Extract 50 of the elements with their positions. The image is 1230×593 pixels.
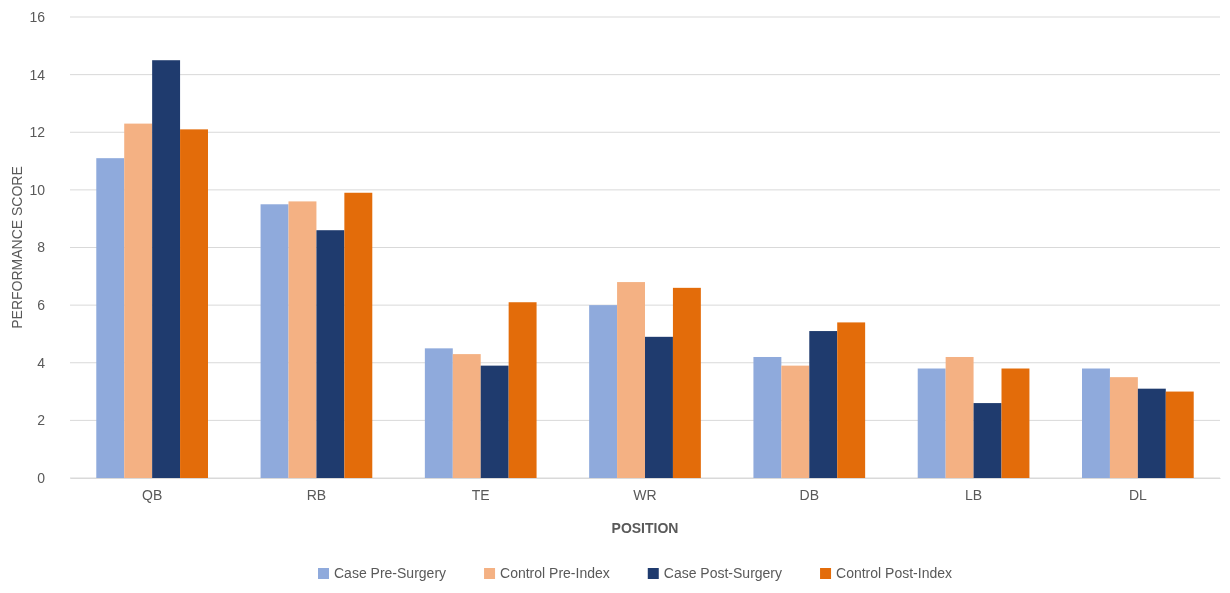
bar — [617, 282, 645, 478]
bar — [1109, 377, 1138, 478]
y-axis-title: PERFORMANCE SCORE — [9, 166, 25, 329]
bar — [753, 356, 782, 478]
bar — [452, 354, 481, 478]
bar — [424, 348, 453, 478]
bar — [508, 302, 537, 478]
legend-label: Control Pre-Index — [500, 565, 610, 581]
y-tick-label: 2 — [37, 412, 46, 429]
bar — [837, 322, 866, 478]
y-tick-label: 12 — [29, 124, 46, 141]
x-tick-label: RB — [306, 486, 327, 503]
x-tick-label: QB — [142, 486, 163, 503]
x-tick-label: DL — [1128, 486, 1148, 503]
bar — [1082, 368, 1110, 478]
bar — [589, 305, 618, 478]
bar — [96, 158, 125, 478]
bar — [180, 129, 208, 478]
bar — [480, 365, 509, 478]
bar — [152, 60, 181, 478]
y-tick-label: 8 — [37, 239, 46, 256]
y-tick-label: 10 — [29, 181, 46, 198]
bar — [344, 192, 373, 478]
legend-label: Case Pre-Surgery — [334, 565, 447, 581]
x-tick-label: LB — [965, 486, 983, 503]
bar — [945, 356, 974, 478]
legend-label: Control Post-Index — [836, 565, 952, 581]
bar — [645, 336, 673, 478]
bar — [316, 230, 345, 478]
legend-label: Case Post-Surgery — [663, 565, 783, 581]
y-tick-label: 14 — [29, 66, 46, 83]
bar — [781, 365, 810, 478]
x-tick-label: TE — [471, 486, 490, 503]
bar — [809, 331, 838, 478]
bar — [1001, 368, 1030, 478]
bar — [917, 368, 946, 478]
bar — [973, 403, 1002, 478]
y-tick-label: 0 — [37, 469, 46, 486]
bar — [124, 123, 153, 478]
bar — [260, 204, 289, 478]
y-tick-label: 4 — [37, 354, 46, 371]
bar — [672, 287, 701, 478]
x-axis-title: POSITION — [611, 520, 679, 536]
bar — [1137, 388, 1166, 478]
x-tick-label: WR — [633, 486, 657, 503]
y-tick-label: 6 — [37, 297, 46, 314]
bar — [1165, 391, 1194, 478]
x-tick-label: DB — [799, 486, 820, 503]
bar — [288, 201, 317, 478]
y-tick-label: 16 — [29, 8, 46, 25]
